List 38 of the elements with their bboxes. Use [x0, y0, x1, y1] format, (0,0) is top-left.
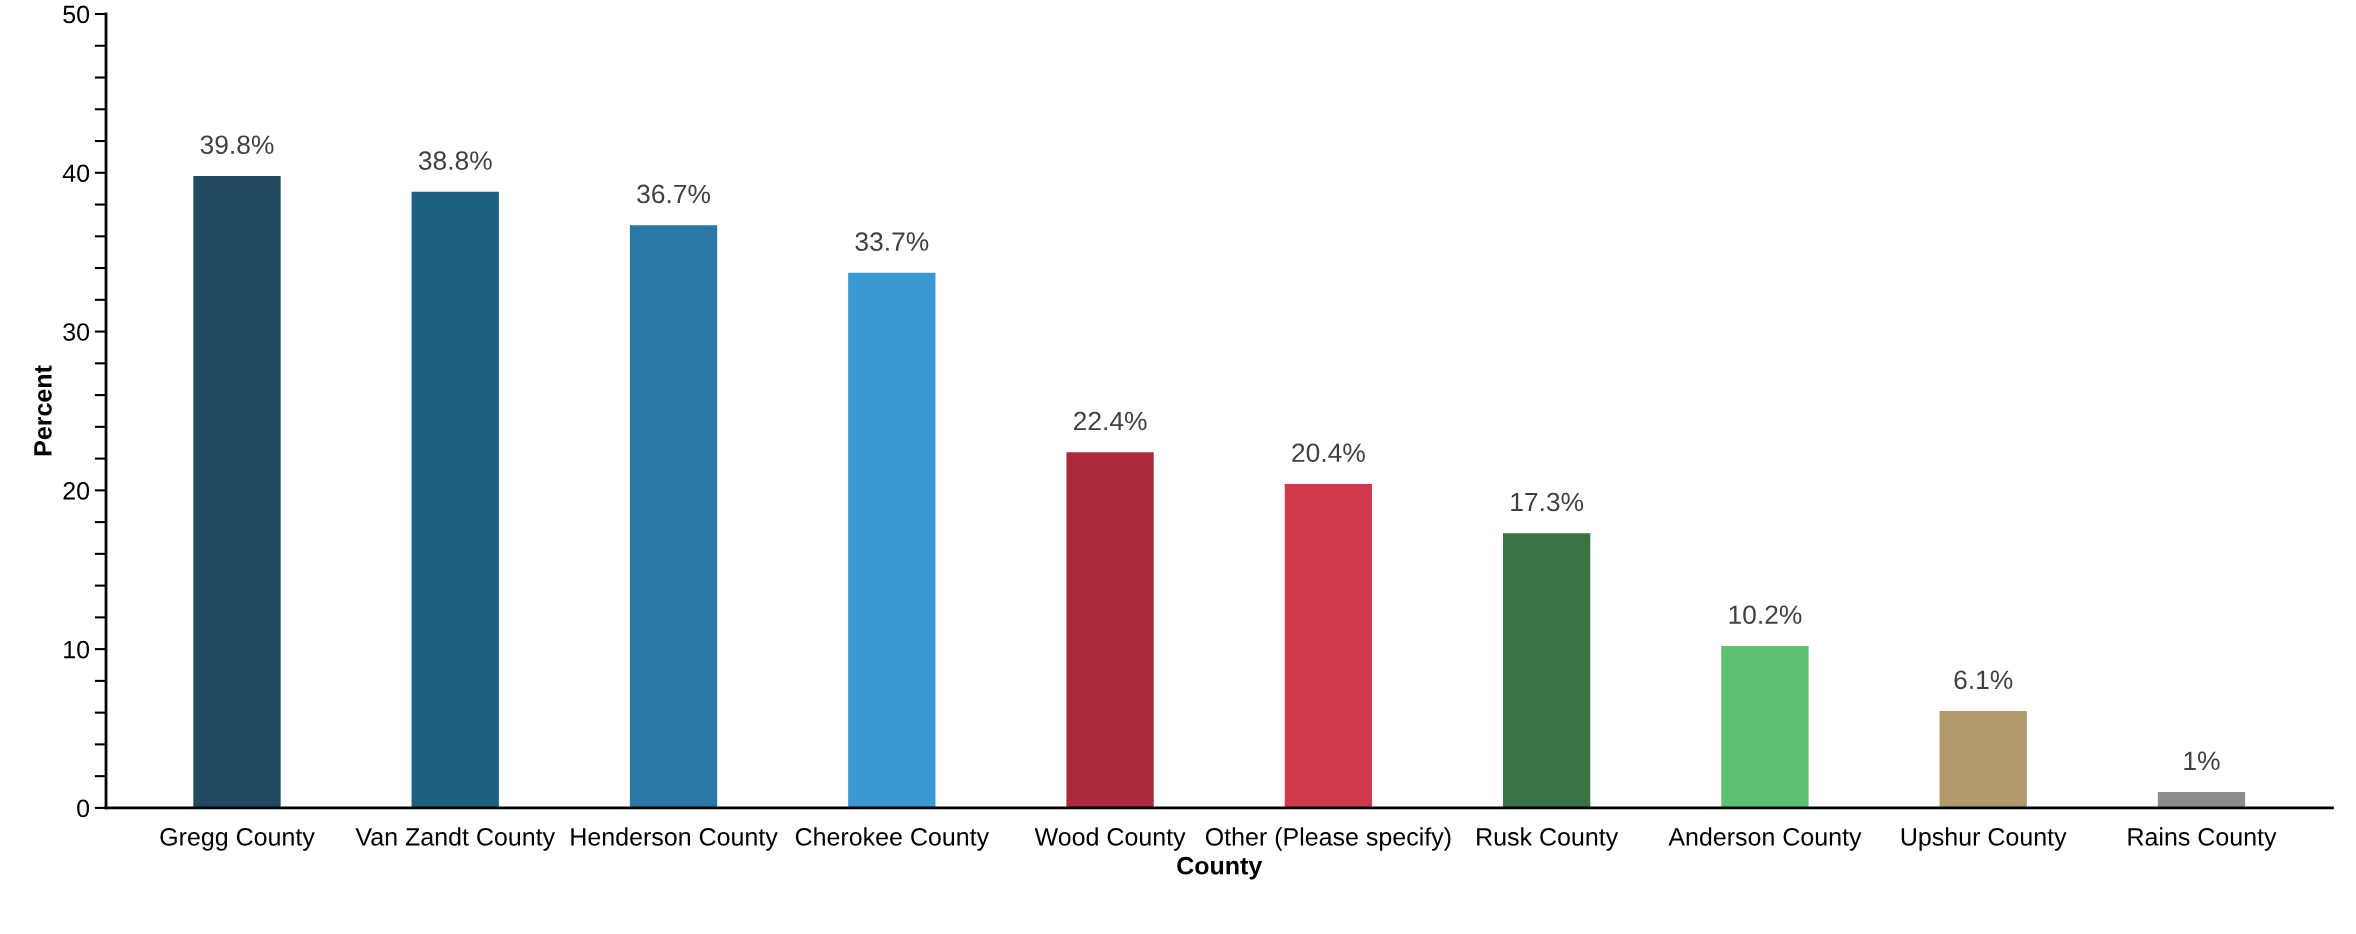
data-label: 39.8%: [200, 135, 274, 155]
x-tick-label: Other (Please specify): [1205, 827, 1451, 851]
bar: [193, 175, 281, 808]
data-label: 36.7%: [637, 184, 711, 204]
data-label: 6.1%: [1954, 670, 2013, 690]
bar: [848, 272, 936, 808]
bar: [1066, 452, 1154, 808]
y-tick-label: 30: [63, 323, 90, 341]
y-axis-title: Percent: [34, 365, 52, 456]
x-tick-label: Upshur County: [1901, 827, 2067, 851]
y-tick-label: 0: [77, 799, 90, 818]
bar: [629, 225, 718, 808]
data-label: 22.4%: [1074, 411, 1147, 431]
bar: [1939, 711, 2027, 808]
data-label: 10.2%: [1729, 605, 1802, 625]
bar: [1284, 484, 1373, 808]
data-label: 38.8%: [418, 151, 492, 170]
y-tick-label: 50: [63, 5, 90, 24]
data-label: 33.7%: [855, 232, 929, 251]
x-tick-label: Gregg County: [160, 828, 315, 851]
data-label: 17.3%: [1511, 492, 1584, 512]
bar: [1502, 533, 1591, 808]
y-tick-label: 40: [62, 164, 90, 183]
y-tick-label: 20: [63, 481, 90, 500]
x-tick-label: Cherokee County: [795, 827, 990, 851]
x-tick-label: Wood County: [1034, 827, 1186, 851]
bar: [1721, 645, 1809, 808]
x-tick-label: Rains County: [2128, 827, 2277, 851]
bar: [411, 191, 499, 808]
x-tick-label: Rusk County: [1477, 827, 1619, 851]
x-tick-label: Van Zandt County: [355, 827, 556, 851]
y-tick-label: 10: [64, 640, 90, 659]
x-axis-title: County: [1177, 856, 1263, 880]
bar: [2157, 792, 2246, 808]
data-label: 20.4%: [1292, 443, 1365, 463]
x-tick-label: Henderson County: [571, 827, 778, 851]
data-label: 1%: [2184, 751, 2220, 771]
x-tick-label: Anderson County: [1668, 827, 1862, 851]
